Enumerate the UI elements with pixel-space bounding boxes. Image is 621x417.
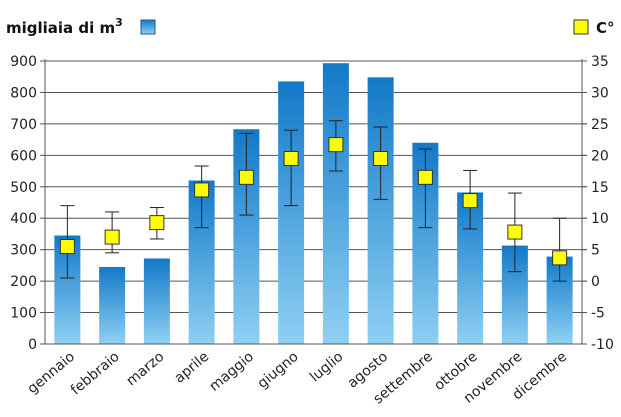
- temperature-marker: [552, 250, 568, 266]
- left-tick-label: 300: [10, 243, 37, 259]
- right-tick-label: 35: [591, 54, 609, 70]
- temperature-marker: [149, 215, 165, 231]
- temperature-marker: [373, 150, 389, 166]
- temperature-marker: [328, 137, 344, 153]
- category-label: marzo: [124, 349, 168, 389]
- bar: [99, 266, 126, 344]
- bar: [367, 77, 394, 345]
- right-tick-label: 15: [591, 180, 609, 196]
- temperature-marker: [59, 239, 75, 255]
- category-label: giugno: [255, 349, 302, 392]
- left-tick-label: 700: [10, 117, 37, 133]
- right-tick-label: 0: [591, 274, 600, 290]
- legend-swatch-temperature: [573, 19, 589, 35]
- right-tick-label: 5: [591, 243, 600, 259]
- category-label: aprile: [172, 349, 213, 387]
- right-tick-label: 25: [591, 117, 609, 133]
- right-axis-title: C°: [596, 19, 615, 37]
- bar: [143, 258, 170, 344]
- bar: [322, 63, 349, 344]
- category-label: luglio: [307, 349, 346, 386]
- right-tick-label: -5: [591, 306, 605, 322]
- temperature-marker: [283, 150, 299, 166]
- temperature-marker: [462, 193, 478, 209]
- left-tick-label: 600: [10, 148, 37, 164]
- left-tick-label: 800: [10, 85, 37, 101]
- right-tick-label: 10: [591, 211, 609, 227]
- category-label: febbraio: [68, 349, 123, 399]
- temperature-marker: [417, 169, 433, 185]
- left-axis-title-sup: 3: [115, 16, 123, 29]
- left-axis-title: migliaia di m3: [6, 16, 123, 37]
- temperature-marker: [507, 224, 523, 240]
- temperature-marker: [104, 229, 120, 245]
- right-tick-label: 20: [591, 148, 609, 164]
- left-tick-label: 500: [10, 180, 37, 196]
- left-tick-label: 900: [10, 54, 37, 70]
- category-label: maggio: [206, 349, 256, 395]
- left-tick-label: 100: [10, 306, 37, 322]
- temperature-marker: [238, 169, 254, 185]
- left-tick-label: 200: [10, 274, 37, 290]
- bar: [278, 81, 305, 344]
- temperature-marker: [194, 182, 210, 198]
- legend-swatch-bars: [140, 19, 156, 35]
- left-tick-label: 400: [10, 211, 37, 227]
- right-tick-label: 30: [591, 85, 609, 101]
- right-tick-label: -10: [591, 337, 614, 353]
- left-tick-label: 0: [28, 337, 37, 353]
- left-axis-title-text: migliaia di m: [6, 19, 115, 37]
